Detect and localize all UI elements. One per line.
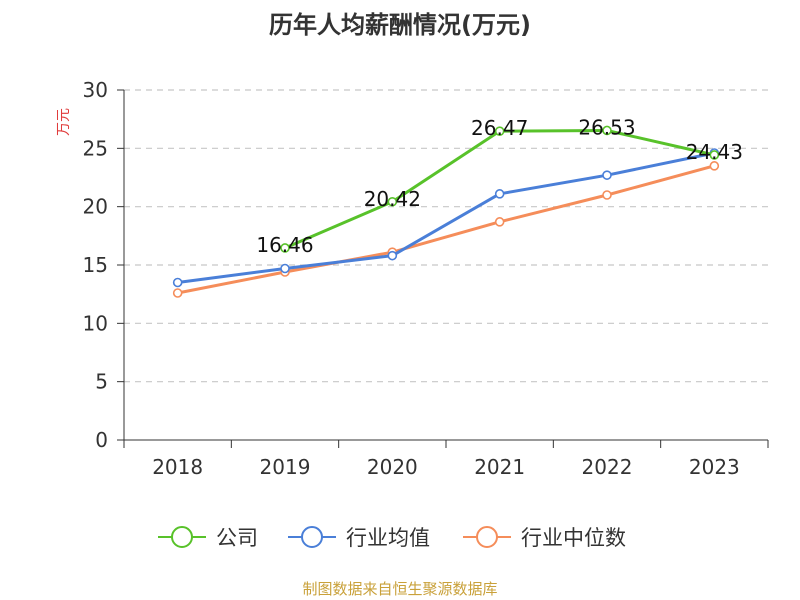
data-point [602,190,612,200]
data-point [709,161,720,171]
x-tick-label: 2023 [689,455,740,479]
data-point [602,170,612,180]
data-point [494,189,505,199]
legend: 公司 行业均值 行业中位数 [158,526,626,550]
legend-label: 行业中位数 [521,526,626,550]
y-tick-label: 25 [83,136,108,160]
grid [124,89,768,383]
data-labels: 16.46 20.42 26.47 26.53 24.43 [256,115,743,256]
legend-label: 公司 [216,526,258,550]
data-point [602,125,612,136]
series-line [177,164,715,295]
axes: 0 5 10 15 20 25 30 2018 2019 2020 2021 2022 2023 [83,78,769,479]
data-point [494,217,505,227]
y-tick-label: 30 [83,78,108,102]
data-point [172,277,183,288]
data-point [494,126,505,136]
series-lines [172,125,720,298]
x-tick-label: 2021 [474,455,525,479]
chart-title: 历年人均薪酬情况(万元) [269,11,531,39]
legend-swatch-marker [301,526,323,548]
legend-item: 行业中位数 [463,526,626,550]
data-label: 26.47 [471,116,528,140]
x-tick-label: 2022 [582,455,633,479]
series-公司 [280,125,720,253]
data-point [280,243,290,253]
y-tick-label: 5 [95,370,108,394]
legend-item: 行业均值 [288,526,430,550]
data-point [709,150,720,160]
legend-item: 公司 [158,526,258,550]
legend-swatch-marker [171,526,193,548]
data-label: 24.43 [686,140,743,164]
data-label: 16.46 [256,233,313,257]
data-point [387,196,398,207]
data-point [280,263,290,274]
legend-swatch-marker [476,526,498,548]
series-行业均值 [172,148,720,288]
data-point [387,250,398,261]
legend-label: 行业均值 [346,526,430,550]
x-tick-label: 2019 [260,455,311,479]
series-line [177,151,715,284]
y-tick-label: 10 [83,311,108,335]
source-text: 制图数据来自恒生聚源数据库 [302,580,497,598]
y-axis-label: 万元 [56,108,72,136]
y-tick-label: 15 [83,253,108,277]
y-tick-label: 20 [83,195,108,219]
series-行业中位数 [172,161,720,298]
x-tick-label: 2018 [152,455,203,479]
x-tick-label: 2020 [367,455,418,479]
data-point [172,288,183,298]
data-label: 26.53 [578,115,635,139]
y-tick-label: 0 [95,428,108,452]
data-label: 20.42 [364,187,421,211]
